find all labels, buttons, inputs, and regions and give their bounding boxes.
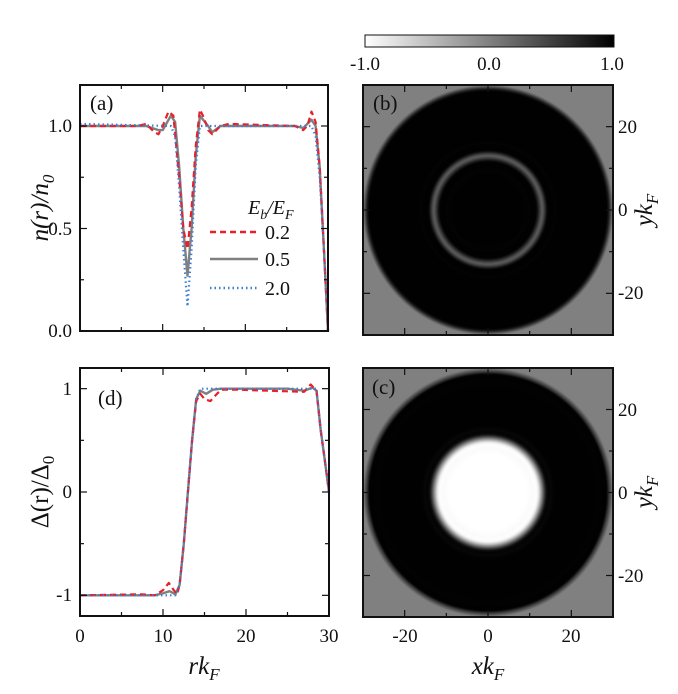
colorbar-tick-label: 1.0 — [600, 54, 624, 75]
heatmap-gap-c — [363, 368, 613, 617]
x-tick-label: 20 — [237, 626, 256, 647]
x-tick-label: 0 — [75, 626, 85, 647]
y-tick-label: 0.0 — [48, 321, 72, 342]
series-line-2.0 — [79, 122, 330, 332]
y-tick-label: -20 — [618, 566, 643, 587]
y-axis-label-b: ykF — [631, 193, 662, 229]
x-tick-label: 30 — [320, 626, 339, 647]
panel-d — [79, 367, 331, 617]
y-tick-label: -20 — [618, 283, 643, 304]
colorbar-tick-label: -1.0 — [350, 54, 380, 75]
y-tick-label: -1 — [56, 585, 72, 606]
colorbar — [364, 34, 615, 48]
heatmap-density-b — [363, 85, 613, 335]
panel-b-frame — [362, 84, 614, 336]
series-line-0.5 — [80, 386, 331, 597]
y-axis-label-d: Δ(r)/Δ0 — [27, 456, 58, 529]
x-tick-label: 10 — [154, 626, 173, 647]
panel-label: (d) — [98, 386, 123, 410]
panel-label: (c) — [372, 375, 395, 399]
x-tick-label: -20 — [392, 626, 417, 647]
x-axis-label-d: rkF — [188, 653, 220, 684]
y-tick-label: 1.0 — [48, 116, 72, 137]
y-tick-label: 0.5 — [48, 219, 72, 240]
panel-label: (a) — [90, 91, 113, 115]
legend-label: 2.0 — [265, 278, 290, 300]
series-line-2.0 — [80, 387, 331, 597]
panel-c-frame — [362, 367, 614, 618]
y-tick-label: 0 — [618, 200, 628, 221]
y-tick-label: 20 — [618, 400, 637, 421]
series-line-0.2 — [79, 383, 331, 597]
plot-frame — [362, 84, 614, 336]
y-tick-label: 0 — [618, 483, 628, 504]
y-axis-label-c: ykF — [631, 475, 662, 511]
x-axis-label-c: xkF — [471, 653, 505, 684]
y-tick-label: 1 — [63, 379, 73, 400]
y-axis-label-a: n(r)/n0 — [27, 174, 58, 241]
panel-a — [79, 84, 330, 332]
plot-frame — [79, 84, 329, 332]
y-tick-label: 20 — [618, 117, 637, 138]
legend: Eb/EF 0.2 0.5 2.0 — [210, 197, 294, 300]
legend-label: 0.5 — [265, 249, 290, 271]
x-tick-label: 0 — [483, 626, 493, 647]
y-tick-label: 0 — [63, 482, 73, 503]
plot-frame — [362, 367, 614, 618]
legend-title: Eb/EF — [247, 197, 294, 223]
plot-frame — [79, 367, 330, 617]
panel-label: (b) — [373, 91, 398, 115]
x-tick-label: 20 — [562, 626, 581, 647]
colorbar-tick-label: 0.0 — [477, 54, 501, 75]
series-line-0.2 — [80, 108, 330, 332]
series-line-0.5 — [80, 114, 330, 332]
legend-label: 0.2 — [265, 222, 290, 244]
